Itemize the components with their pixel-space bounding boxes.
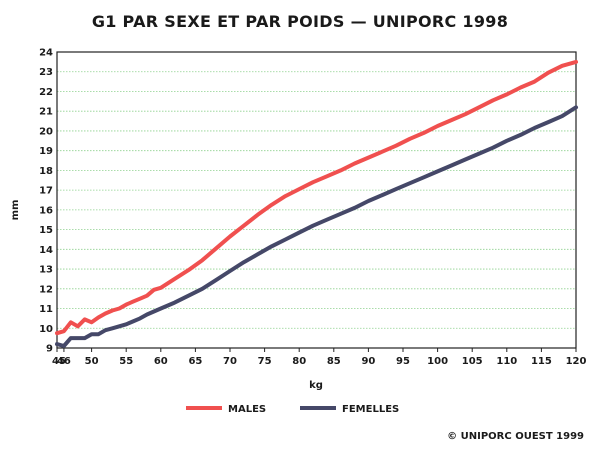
y-tick-label: 23 (39, 67, 53, 78)
y-tick-label: 10 (39, 324, 53, 335)
x-tick-label: 80 (292, 356, 306, 367)
y-tick-label: 13 (39, 265, 53, 276)
y-tick-label: 12 (39, 284, 53, 295)
plot-frame (56, 51, 577, 349)
x-tick-label: 65 (188, 356, 202, 367)
x-tick-label: 100 (427, 356, 448, 367)
legend: MALES FEMELLES (186, 404, 399, 415)
x-axis-label: kg (309, 380, 323, 391)
series-layer (55, 59, 578, 348)
x-tick-label: 75 (258, 356, 272, 367)
y-tick-label: 14 (39, 245, 53, 256)
chart-title: G1 PAR SEXE ET PAR POIDS — UNIPORC 1998 (91, 12, 509, 31)
y-tick-label: 17 (39, 186, 53, 197)
legend-label-males: MALES (228, 404, 266, 415)
y-tick-label: 22 (39, 87, 53, 98)
x-tick-label: 90 (361, 356, 375, 367)
series-line-males (55, 59, 578, 336)
y-axis-label: mm (10, 200, 21, 221)
x-tick-label: 110 (496, 356, 517, 367)
x-tick-label: 105 (462, 356, 483, 367)
x-tick-label: 85 (327, 356, 341, 367)
copyright-credit: © UNIPORC OUEST 1999 (447, 431, 584, 442)
y-tick-label: 18 (39, 166, 53, 177)
y-tick-label: 24 (39, 48, 53, 59)
x-tick-label: 115 (531, 356, 552, 367)
x-tick-label: 120 (566, 356, 587, 367)
y-tick-label: 15 (39, 225, 53, 236)
y-tick-label: 21 (39, 107, 53, 118)
x-tick-label: 95 (396, 356, 410, 367)
y-tick-label: 16 (39, 205, 53, 216)
y-tick-label: 9 (46, 344, 53, 355)
x-tick-label: 70 (223, 356, 237, 367)
x-tick-label: 55 (119, 356, 133, 367)
x-tick-label: 50 (85, 356, 99, 367)
y-tick-label: 11 (39, 304, 53, 315)
y-tick-labels: 9 10 11 12 13 14 15 16 17 18 19 20 21 22 23 24 (39, 48, 53, 355)
series-line-femelles (55, 105, 578, 348)
y-tick-label: 19 (39, 146, 53, 157)
x-tick-label: 46 (57, 356, 71, 367)
x-tick-label: 45 (52, 356, 66, 367)
x-tick-label: 60 (154, 356, 168, 367)
y-tick-label: 20 (39, 126, 53, 137)
legend-label-femelles: FEMELLES (342, 404, 399, 415)
